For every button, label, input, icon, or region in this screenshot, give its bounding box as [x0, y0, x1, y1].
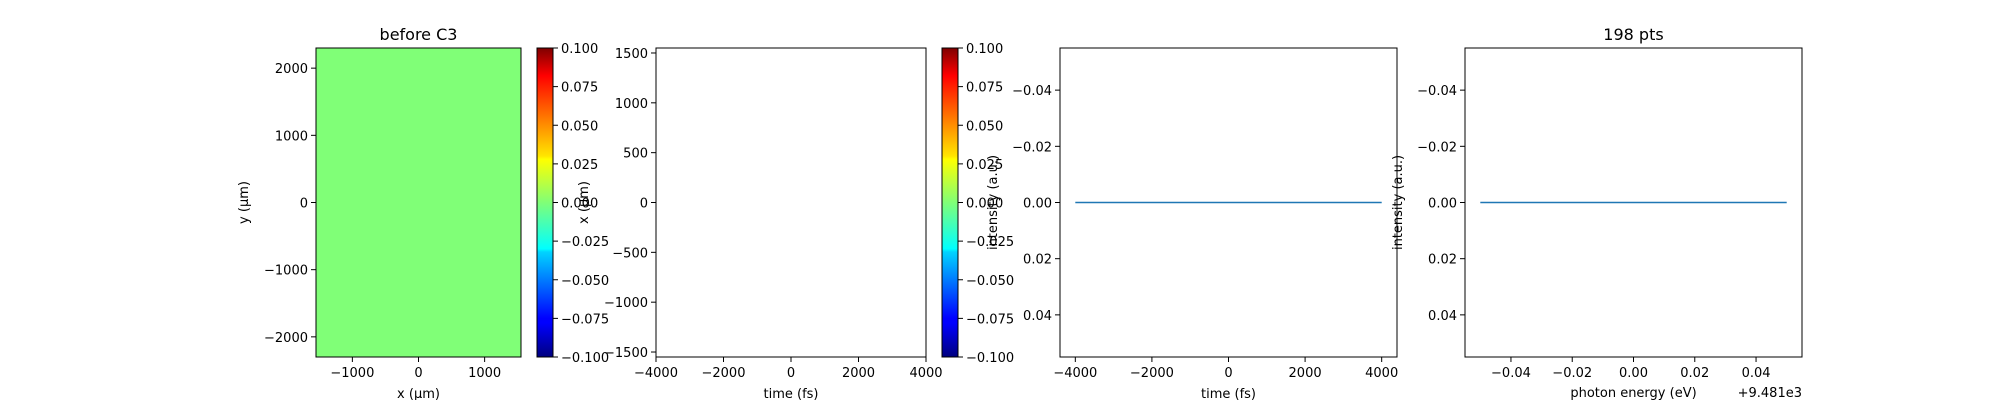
y-tick-label: 0.02 — [1428, 253, 1457, 268]
y-tick-label: 1000 — [275, 129, 308, 144]
y-axis-label: intensity (a.u.) — [1391, 155, 1406, 250]
x-axis-label: photon energy (eV) — [1570, 386, 1696, 400]
x-tick-label: −2000 — [1130, 366, 1174, 381]
y-tick-label: 0.04 — [1023, 309, 1052, 324]
panel-spatiotemporal: time (fs) x (μm) −4000 −2000 0 2000 4000 −15… — [577, 47, 943, 400]
x-tick-label: 0 — [414, 366, 422, 381]
x-tick-label: 0.02 — [1680, 366, 1709, 381]
colorbar-tick-label: −0.025 — [561, 235, 609, 250]
colorbar-tick-label: 0.050 — [561, 119, 598, 134]
colorbar-tick-label: 0.050 — [966, 119, 1003, 134]
x-tick-label: 4000 — [909, 366, 942, 381]
colorbar-tick-label: 0.075 — [561, 81, 598, 96]
y-tick-label: −500 — [612, 246, 648, 261]
x-tick-label: 2000 — [1289, 366, 1322, 381]
colorbar-1: 0.100 0.075 0.050 0.025 0.000 −0.025 −0.050 −0.… — [536, 42, 609, 366]
colorbar-gradient — [942, 48, 958, 357]
colorbar-tick-label: −0.075 — [966, 312, 1014, 327]
y-tick-label: 500 — [623, 147, 648, 162]
y-tick-label: −1500 — [604, 346, 648, 361]
colorbar-tick-label: 0.100 — [561, 42, 598, 57]
y-tick-label: 1000 — [615, 97, 648, 112]
y-tick-label: −0.04 — [1012, 84, 1052, 99]
panel-beam-profile: before C3 x (μm) y (μm) −1000 0 1000 −2000… — [237, 25, 522, 400]
x-tick-label: −4000 — [634, 366, 678, 381]
y-tick-label: −0.02 — [1012, 140, 1052, 155]
x-tick-label: −1000 — [330, 366, 374, 381]
colorbar-tick-label: 0.100 — [966, 42, 1003, 57]
y-axis-label: x (μm) — [577, 181, 592, 224]
x-tick-label: 0.04 — [1742, 366, 1771, 381]
colorbar-tick-label: −0.025 — [966, 235, 1014, 250]
colorbar-tick-label: 0.025 — [966, 158, 1003, 173]
x-offset-label: +9.481e3 — [1738, 386, 1802, 400]
y-tick-label: 0.02 — [1023, 253, 1052, 268]
y-tick-label: −1000 — [264, 264, 308, 279]
colorbar-tick-label: −0.050 — [561, 274, 609, 289]
colorbar-tick-label: −0.100 — [966, 351, 1014, 366]
colorbar-tick-label: 0.000 — [561, 197, 598, 212]
y-tick-label: −2000 — [264, 331, 308, 346]
plot-title: before C3 — [380, 25, 458, 44]
x-axis-label: x (μm) — [397, 387, 440, 400]
panel-spectrum: 198 pts photon energy (eV) +9.481e3 inte… — [1391, 25, 1803, 400]
colorbar-tick-label: −0.100 — [561, 351, 609, 366]
y-axis-label: intensity (a.u.) — [986, 155, 1001, 250]
x-tick-label: −2000 — [702, 366, 746, 381]
colorbar-tick-label: 0.000 — [966, 197, 1003, 212]
panel-temporal-intensity: time (fs) intensity (a.u.) −4000 −2000 0 20… — [986, 47, 1398, 400]
x-tick-label: 4000 — [1365, 366, 1398, 381]
x-axis-label: time (fs) — [1201, 387, 1256, 400]
y-tick-label: −1000 — [604, 296, 648, 311]
plot-title: 198 pts — [1603, 25, 1663, 44]
heatmap-image — [316, 48, 521, 357]
x-tick-label: 2000 — [842, 366, 875, 381]
y-tick-label: −0.02 — [1417, 140, 1457, 155]
x-tick-label: −0.04 — [1491, 366, 1531, 381]
y-tick-label: 0.00 — [1428, 197, 1457, 212]
colorbar-tick-label: −0.075 — [561, 312, 609, 327]
colorbar-tick-label: 0.075 — [966, 81, 1003, 96]
y-axis-label: y (μm) — [237, 181, 252, 224]
x-tick-label: −4000 — [1053, 366, 1097, 381]
colorbar-2: 0.100 0.075 0.050 0.025 0.000 −0.025 −0.050 −0.… — [941, 42, 1014, 366]
y-tick-label: 2000 — [275, 62, 308, 77]
colorbar-tick-label: 0.025 — [561, 158, 598, 173]
y-tick-label: −0.04 — [1417, 84, 1457, 99]
y-tick-label: 0 — [300, 197, 308, 212]
x-tick-label: 0.00 — [1619, 366, 1648, 381]
x-tick-label: 0 — [1224, 366, 1232, 381]
x-tick-label: 0 — [787, 366, 795, 381]
colorbar-gradient — [537, 48, 553, 357]
y-tick-label: 0.04 — [1428, 309, 1457, 324]
x-axis-label: time (fs) — [764, 387, 819, 400]
y-tick-label: 0.00 — [1023, 197, 1052, 212]
colorbar-tick-label: −0.050 — [966, 274, 1014, 289]
heatmap-image — [656, 48, 926, 357]
x-tick-label: −0.02 — [1552, 366, 1592, 381]
y-tick-label: 0 — [640, 197, 648, 212]
x-tick-label: 1000 — [468, 366, 501, 381]
y-tick-label: 1500 — [615, 47, 648, 62]
